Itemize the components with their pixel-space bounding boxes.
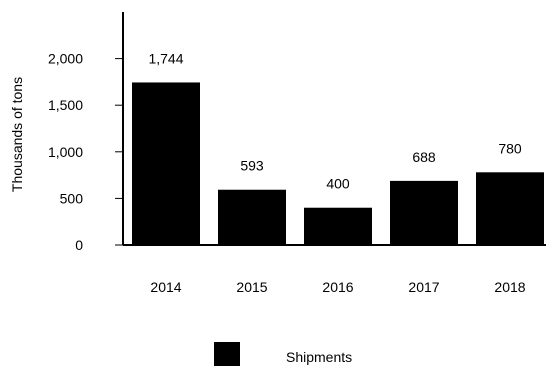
y-axis: 0 500 1,000 1,500 2,000 Thousands of tons <box>9 12 124 253</box>
legend-swatch <box>214 342 240 366</box>
x-axis: 2014 2015 2016 2017 2018 <box>123 244 546 295</box>
data-labels: 1,744 593 400 688 780 <box>148 50 521 191</box>
legend-label: Shipments <box>286 349 352 365</box>
legend: Shipments <box>214 342 352 366</box>
bar-value-label: 688 <box>412 149 436 165</box>
bar <box>218 189 286 245</box>
bars <box>132 82 544 245</box>
x-tick-label: 2014 <box>150 279 181 295</box>
bar <box>390 180 458 245</box>
bar-value-label: 1,744 <box>148 50 183 66</box>
x-tick-label: 2015 <box>236 279 267 295</box>
y-axis-title: Thousands of tons <box>9 77 25 192</box>
y-tick-label: 1,000 <box>48 144 83 160</box>
y-tick-label: 0 <box>75 237 83 253</box>
bar <box>132 82 200 245</box>
bar <box>304 207 372 245</box>
x-tick-label: 2016 <box>322 279 353 295</box>
bar <box>476 172 544 245</box>
bar-value-label: 780 <box>498 140 522 156</box>
y-tick-label: 2,000 <box>48 51 83 67</box>
y-tick-label: 500 <box>60 190 84 206</box>
x-tick-label: 2018 <box>494 279 525 295</box>
x-tick-label: 2017 <box>408 279 439 295</box>
bar-value-label: 400 <box>326 176 350 192</box>
bar-value-label: 593 <box>240 158 264 174</box>
y-tick-label: 1,500 <box>48 97 83 113</box>
